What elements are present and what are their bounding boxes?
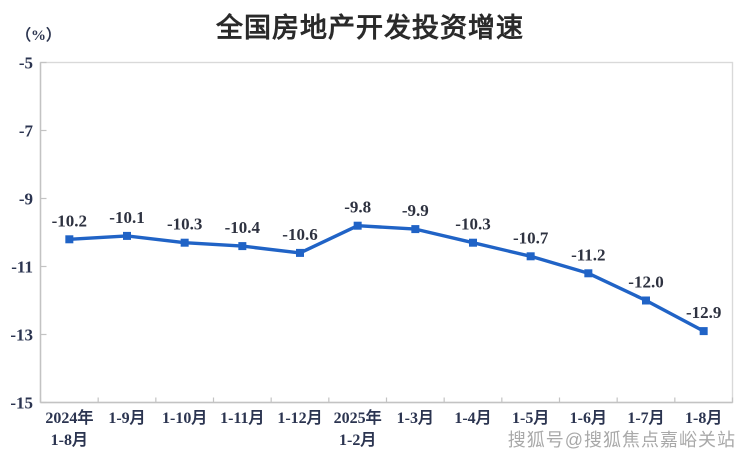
data-point-marker xyxy=(180,238,189,247)
data-point-label: -12.0 xyxy=(628,273,663,292)
x-tick-label: 2025年 1-2月 xyxy=(334,408,382,449)
data-point-label: -10.7 xyxy=(513,228,549,247)
data-point-marker xyxy=(526,252,535,261)
y-tick-label: -13 xyxy=(10,326,33,345)
y-axis-unit-label: （%） xyxy=(16,28,62,44)
data-point-label: -10.3 xyxy=(167,215,202,234)
x-tick-label: 1-6月 xyxy=(570,409,607,427)
y-tick-label: -9 xyxy=(19,190,33,209)
data-point-marker xyxy=(469,238,477,247)
x-tick-label: 1-7月 xyxy=(627,409,664,427)
data-point-marker xyxy=(353,221,362,230)
data-point-label: -10.1 xyxy=(109,208,144,227)
y-tick-label: -15 xyxy=(10,394,33,413)
data-point-label: -9.8 xyxy=(344,198,371,217)
data-point-label: -10.3 xyxy=(455,215,490,234)
x-tick-label: 1-4月 xyxy=(454,409,491,427)
data-point-marker xyxy=(238,242,247,251)
data-point-label: -10.4 xyxy=(225,218,261,237)
data-point-label: -10.6 xyxy=(282,225,317,244)
y-tick-label: -7 xyxy=(19,122,34,141)
data-point-label: -12.9 xyxy=(686,303,721,322)
plot-border xyxy=(39,61,734,404)
data-series-line xyxy=(67,223,706,333)
data-point-marker xyxy=(411,225,420,234)
x-tick-label: 1-9月 xyxy=(108,409,145,427)
chart-title: 全国房地产开发投资增速 xyxy=(216,13,524,43)
data-point-marker xyxy=(699,327,708,336)
y-tick-label: -5 xyxy=(19,54,33,73)
data-point-marker xyxy=(296,248,304,257)
data-point-label: -9.9 xyxy=(402,201,429,220)
data-point-label: -10.2 xyxy=(52,211,87,230)
data-point-marker xyxy=(65,235,74,244)
data-point-label: -11.2 xyxy=(571,245,605,264)
data-point-marker xyxy=(642,296,650,305)
x-tick-label: 1-3月 xyxy=(397,409,434,427)
x-tick-label: 1-10月 xyxy=(162,409,207,427)
data-point-marker xyxy=(123,231,131,240)
data-point-marker xyxy=(584,269,593,278)
x-tick-label: 1-12月 xyxy=(277,409,322,427)
x-tick-label: 1-5月 xyxy=(512,409,549,427)
x-tick-label: 1-11月 xyxy=(220,409,264,427)
y-tick-label: -11 xyxy=(11,258,33,277)
x-tick-label: 2024年 1-8月 xyxy=(45,408,93,449)
watermark-text: 搜狐号@搜狐焦点嘉峪关站 xyxy=(507,430,736,450)
x-tick-label: 1-8月 xyxy=(685,409,722,427)
